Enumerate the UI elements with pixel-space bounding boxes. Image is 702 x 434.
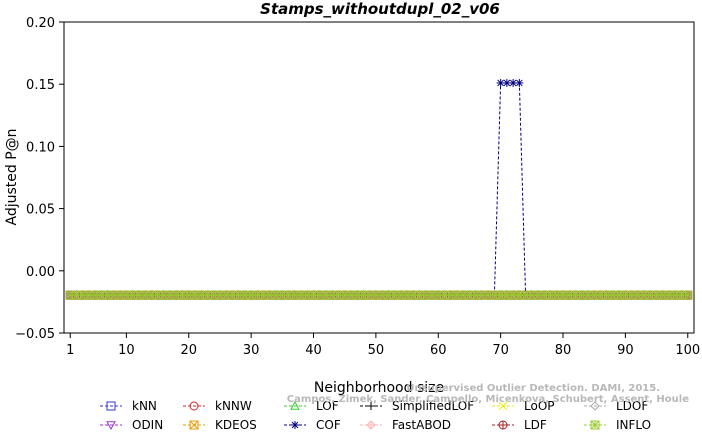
legend-marker — [189, 420, 199, 430]
y-tick-label: 0.15 — [26, 78, 55, 93]
x-tick-label: 10 — [118, 343, 135, 358]
x-tick-label: 100 — [675, 343, 700, 358]
legend-item-knn: kNN — [100, 399, 157, 413]
x-tick-label: 30 — [243, 343, 260, 358]
legend-label: COF — [316, 418, 341, 432]
legend-label: LOF — [316, 399, 339, 413]
legend-item-knnw: kNNW — [183, 399, 252, 413]
x-tick-label: 80 — [555, 343, 572, 358]
x-axis: 1 10 20 30 40 50 60 70 80 90 100 — [66, 333, 700, 358]
legend-item-fastabod: FastABOD — [360, 418, 451, 432]
series-inflo — [65, 290, 693, 300]
legend-item-loop: LoOP — [492, 399, 555, 413]
series-layer — [65, 78, 693, 301]
legend-item-cof: COF — [284, 418, 341, 432]
data-point — [515, 78, 524, 87]
legend-marker — [106, 421, 116, 431]
y-tick-label: −0.05 — [15, 327, 55, 342]
x-tick-label: 20 — [180, 343, 197, 358]
chart-title: Stamps_withoutdupl_02_v06 — [260, 0, 500, 18]
y-tick-label: 0.20 — [26, 16, 55, 31]
legend-label: kNN — [132, 399, 157, 413]
y-tick-label: 0.00 — [26, 265, 55, 280]
y-tick-label: 0.05 — [26, 203, 55, 218]
legend-item-inflo: INFLO — [584, 418, 651, 432]
data-point — [502, 78, 511, 87]
legend-marker — [366, 420, 376, 430]
y-tick-label: 0.10 — [26, 140, 55, 155]
legend-item-ldof: LDOF — [584, 399, 648, 413]
y-axis: −0.05 0.00 0.05 0.10 0.15 0.20 — [15, 16, 64, 342]
data-point — [683, 290, 693, 300]
legend-label: KDEOS — [215, 418, 257, 432]
series-cof — [66, 78, 692, 300]
plot-frame — [63, 21, 695, 334]
legend: kNN kNNW LOF SimplifiedLOF LoOP LDOF ODIN KDEOS… — [100, 399, 651, 432]
x-tick-label: 50 — [368, 343, 385, 358]
legend-item-simplifiedlof: SimplifiedLOF — [360, 399, 474, 413]
x-tick-label: 90 — [617, 343, 634, 358]
legend-label: FastABOD — [392, 418, 451, 432]
legend-label: LDOF — [616, 399, 648, 413]
y-axis-label: Adjusted P@n — [4, 128, 20, 225]
legend-item-kdeos: KDEOS — [183, 418, 257, 432]
watermark-line-1: Unsupervised Outlier Detection. DAMI, 20… — [406, 383, 660, 394]
legend-item-ldf: LDF — [492, 418, 547, 432]
series-line — [70, 82, 688, 296]
x-tick-label: 40 — [305, 343, 322, 358]
legend-marker — [106, 401, 116, 411]
x-tick-label: 70 — [492, 343, 509, 358]
legend-item-lof: LOF — [284, 399, 339, 413]
data-point — [509, 78, 518, 87]
x-tick-label: 1 — [66, 343, 74, 358]
legend-label: kNNW — [215, 399, 252, 413]
legend-marker — [498, 401, 508, 411]
legend-item-odin: ODIN — [100, 418, 163, 432]
watermark-line-2: Campos, Zimek, Sander, Campello, Micenko… — [287, 394, 689, 405]
legend-marker — [367, 402, 375, 410]
legend-label: LDF — [524, 418, 547, 432]
data-point — [589, 290, 599, 300]
legend-label: INFLO — [616, 418, 651, 432]
x-tick-label: 60 — [430, 343, 447, 358]
x-axis-label: Neighborhood size — [314, 380, 444, 396]
legend-marker — [590, 401, 600, 411]
legend-marker — [498, 420, 508, 430]
legend-marker — [291, 421, 299, 429]
legend-marker — [590, 420, 600, 430]
legend-marker — [189, 401, 199, 411]
data-point — [327, 290, 337, 300]
legend-label: SimplifiedLOF — [392, 399, 474, 413]
legend-label: LoOP — [524, 399, 555, 413]
legend-label: ODIN — [132, 418, 163, 432]
legend-marker — [290, 400, 300, 410]
